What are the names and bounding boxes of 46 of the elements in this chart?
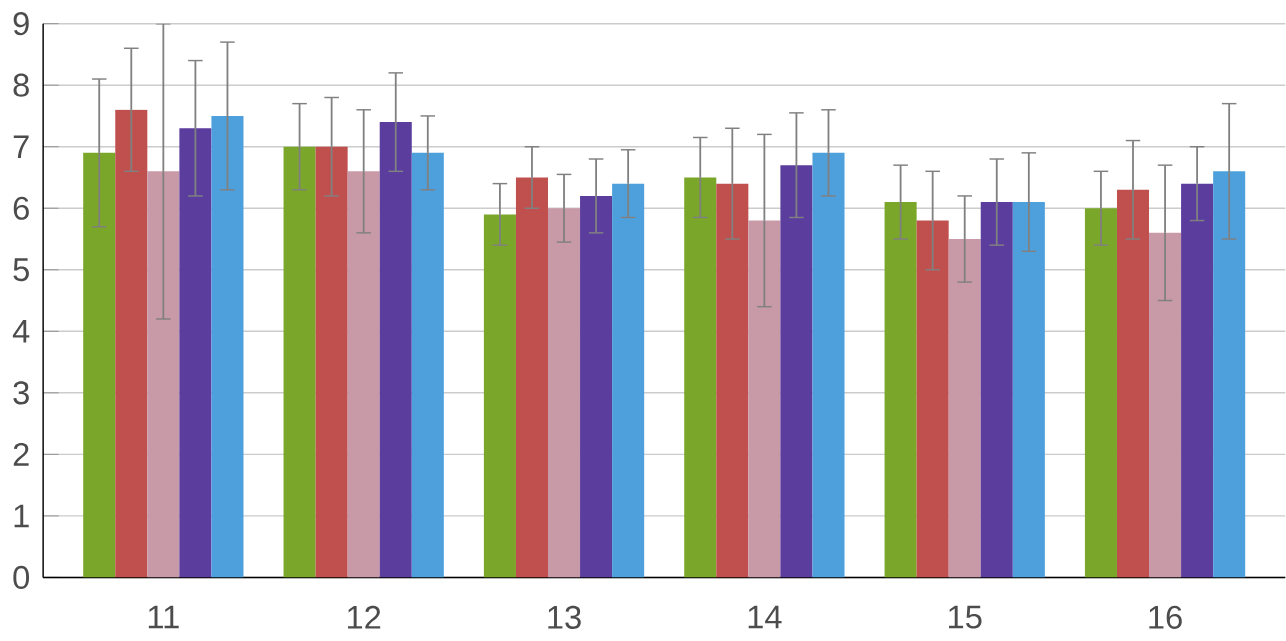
bar bbox=[580, 195, 613, 578]
bar bbox=[812, 152, 845, 578]
y-tick-label: 7 bbox=[13, 135, 29, 158]
bar bbox=[1012, 202, 1045, 578]
bar bbox=[1213, 171, 1246, 578]
y-tick-label: 9 bbox=[13, 12, 29, 36]
bar bbox=[347, 171, 380, 578]
bar bbox=[780, 165, 813, 578]
bar bbox=[147, 171, 180, 578]
y-tick-label: 8 bbox=[13, 73, 29, 97]
y-tick-label: 0 bbox=[13, 565, 30, 590]
y-tick-label: 4 bbox=[12, 320, 30, 343]
bar bbox=[83, 152, 116, 578]
bar bbox=[1149, 232, 1182, 578]
bar bbox=[916, 220, 949, 578]
y-tick-label: 3 bbox=[13, 381, 29, 405]
y-tick-label: 1 bbox=[14, 504, 29, 528]
x-tick-label: 12 bbox=[348, 605, 381, 629]
bar bbox=[483, 214, 516, 578]
bar bbox=[684, 177, 717, 578]
x-tick-label: 11 bbox=[148, 605, 179, 629]
bar bbox=[211, 115, 244, 578]
y-tick-label: 6 bbox=[13, 196, 29, 220]
bar bbox=[515, 177, 548, 578]
y-tick-label: 2 bbox=[13, 442, 29, 466]
bar bbox=[612, 183, 645, 578]
bar bbox=[315, 146, 348, 578]
bar bbox=[115, 109, 148, 578]
bar bbox=[716, 183, 749, 578]
bar bbox=[379, 122, 412, 578]
bar bbox=[948, 239, 981, 578]
x-tick-label: 16 bbox=[1149, 605, 1182, 629]
bar bbox=[884, 202, 917, 578]
x-tick-label: 14 bbox=[748, 605, 782, 629]
bar bbox=[1181, 183, 1214, 578]
bar bbox=[980, 202, 1013, 578]
bar bbox=[411, 152, 444, 578]
y-tick-label: 5 bbox=[13, 258, 29, 282]
x-tick-label: 15 bbox=[949, 605, 982, 629]
bar bbox=[1116, 189, 1150, 578]
bar bbox=[547, 208, 581, 578]
bar bbox=[283, 146, 316, 578]
x-tick-label: 13 bbox=[548, 605, 581, 629]
bar bbox=[748, 220, 781, 578]
bar bbox=[179, 128, 212, 578]
bar bbox=[1084, 208, 1117, 578]
